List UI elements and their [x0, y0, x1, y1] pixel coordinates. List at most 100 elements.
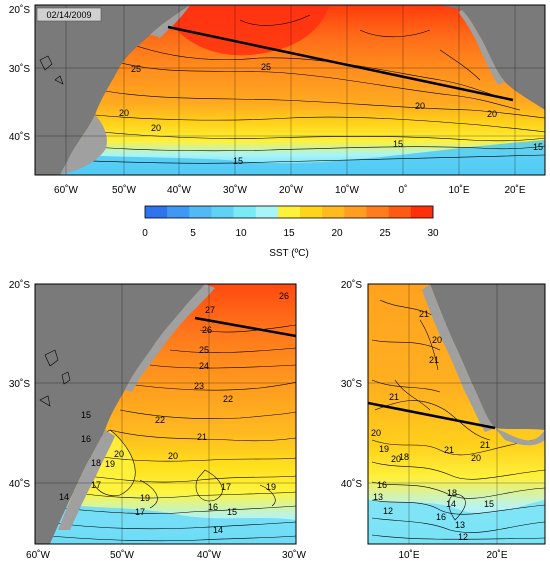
- contour-label: 22: [155, 415, 165, 425]
- colorbar-cell: [255, 206, 279, 218]
- bottom-left-map: 20˚S 30˚S 40˚S 60˚W 50˚W 40˚W 30˚W 26 27…: [9, 279, 307, 561]
- top-lon-label: 30˚W: [223, 184, 247, 196]
- bottom-right-map: 20˚S 30˚S 40˚S 10˚E 20˚E 21 20 21 21 20 …: [341, 279, 546, 561]
- top-lon-label: 20˚W: [279, 184, 303, 196]
- contour-label: 27: [205, 305, 215, 315]
- bl-shelf-argentina: [58, 430, 115, 530]
- bl-lon-label: 40˚W: [197, 549, 221, 561]
- date-badge: [36, 7, 102, 22]
- colorbar-tick: 10: [235, 228, 247, 239]
- br-lat-label: 40˚S: [341, 478, 362, 490]
- top-cold-band: [35, 140, 545, 175]
- colorbar-cell: [167, 206, 190, 218]
- colorbar-cell: [189, 206, 212, 218]
- contour-label: 15: [233, 156, 243, 166]
- contour-label: 20: [471, 453, 481, 463]
- contour-label: 21: [419, 309, 429, 319]
- bl-lon-label: 50˚W: [110, 549, 134, 561]
- contour-label: 19: [379, 444, 389, 454]
- colorbar-tick: 0: [142, 228, 148, 239]
- top-land-africa: [440, 5, 545, 110]
- colorbar-frame: [144, 205, 434, 219]
- bl-grid: [35, 284, 296, 544]
- bl-lat-label: 30˚S: [9, 378, 30, 390]
- colorbar-cell: [277, 206, 301, 218]
- colorbar-ticks: 0 5 10 15 20 25 30: [142, 228, 439, 239]
- top-lat-label: 30˚S: [9, 63, 30, 75]
- contour-label: 21: [389, 392, 399, 402]
- colorbar-tick: 15: [283, 228, 295, 239]
- contour-label: 15: [227, 507, 237, 517]
- colorbar-cell: [344, 206, 367, 218]
- contour-label: 25: [261, 62, 271, 72]
- br-lat-label: 30˚S: [341, 378, 362, 390]
- top-lat-label: 40˚S: [9, 131, 30, 143]
- colorbar-cells: [145, 206, 434, 218]
- contour-label: 20: [391, 454, 401, 464]
- contour-label: 16: [81, 434, 91, 444]
- br-shelf-agulhas: [495, 428, 545, 446]
- contour-label: 25: [131, 64, 141, 74]
- colorbar-tick: 25: [379, 228, 391, 239]
- top-lon-label: 10˚E: [448, 184, 469, 196]
- contour-label: 18: [447, 488, 457, 498]
- colorbar-tick: 30: [427, 228, 439, 239]
- colorbar-cell: [410, 206, 434, 218]
- top-lon-label: 50˚W: [112, 184, 136, 196]
- contour-label: 26: [279, 291, 289, 301]
- contour-label: 20: [487, 109, 497, 119]
- br-contour-labels: 21 20 21 21 20 19 18 20 21 21 20 16 15 1…: [371, 309, 494, 542]
- bl-coast-details: [39, 349, 71, 407]
- bl-lon-label: 60˚W: [26, 549, 50, 561]
- top-lon-label: 10˚W: [335, 184, 359, 196]
- br-land-africa: [430, 284, 545, 430]
- contour-label: 21: [480, 440, 490, 450]
- contour-label: 15: [81, 410, 91, 420]
- br-frame: [367, 283, 546, 545]
- contour-label: 13: [455, 520, 465, 530]
- contour-label: 16: [208, 502, 218, 512]
- br-cold-region: [368, 500, 545, 544]
- colorbar-cell: [388, 206, 412, 218]
- top-warm-core: [160, 5, 330, 56]
- contour-label: 21: [429, 355, 439, 365]
- contour-label: 20: [432, 335, 442, 345]
- br-section-line: [368, 401, 496, 430]
- top-coast-details: [39, 55, 64, 85]
- top-shelf-brazil: [150, 5, 190, 38]
- top-grid: [35, 5, 545, 175]
- colorbar: 0 5 10 15 20 25 30 SST (ºC): [142, 205, 439, 259]
- contour-label: 22: [223, 394, 233, 404]
- colorbar-cell: [322, 206, 345, 218]
- colorbar-cell: [211, 206, 234, 218]
- contour-label: 20: [168, 451, 178, 461]
- bl-frame: [34, 283, 297, 545]
- contour-label: 19: [266, 482, 276, 492]
- top-section-line: [167, 25, 514, 102]
- colorbar-tick: 20: [331, 228, 343, 239]
- br-lon-label: 10˚E: [398, 549, 419, 561]
- contour-label: 23: [194, 381, 204, 391]
- colorbar-cell: [145, 206, 168, 218]
- contour-label: 20: [415, 101, 425, 111]
- colorbar-cell: [366, 206, 389, 218]
- top-contours: [59, 14, 545, 164]
- contour-label: 19: [105, 459, 115, 469]
- br-lon-label: 20˚E: [486, 549, 507, 561]
- top-lat-label: 20˚S: [9, 4, 30, 16]
- br-grid: [368, 284, 545, 544]
- top-frame: [34, 4, 546, 176]
- bl-section-line: [194, 316, 296, 338]
- contour-label: 20: [119, 108, 129, 118]
- contour-label: 24: [199, 361, 209, 371]
- bl-contour-labels: 26 27 26 25 24 23 22 22 21 20 20 19 18 1…: [59, 291, 289, 535]
- bl-lat-label: 20˚S: [9, 279, 30, 291]
- contour-label: 17: [221, 482, 231, 492]
- date-label: 02/14/2009: [46, 10, 91, 20]
- contour-label: 12: [458, 532, 468, 542]
- top-shelf-patagonia: [60, 115, 107, 175]
- contour-label: 17: [135, 507, 145, 517]
- colorbar-label: SST (ºC): [269, 248, 309, 259]
- contour-label: 18: [91, 458, 101, 468]
